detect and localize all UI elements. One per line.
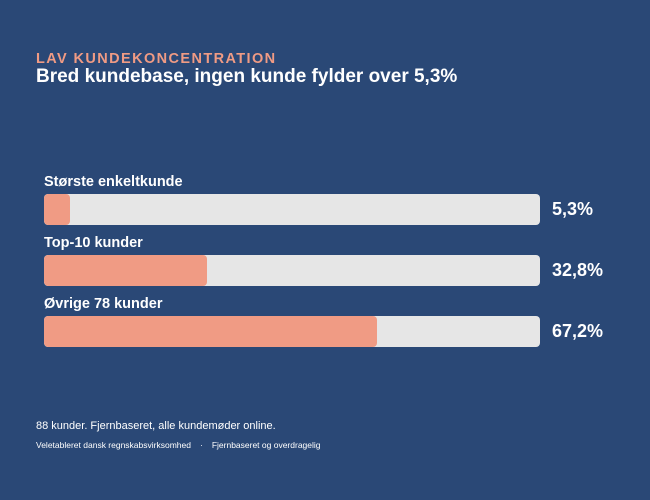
bar-value-label: 32,8% xyxy=(552,260,604,280)
chart-eyebrow: LAV KUNDEKONCENTRATION xyxy=(36,51,277,67)
bar-track xyxy=(44,316,540,347)
chart-title: Bred kundebase, ingen kunde fylder over … xyxy=(36,66,458,87)
bar xyxy=(44,194,70,225)
bar xyxy=(44,316,377,347)
source-left: Veletableret dansk regnskabsvirksomhed xyxy=(36,440,191,450)
bar-label: Største enkeltkunde xyxy=(44,174,183,190)
bar xyxy=(44,255,207,286)
source-separator: · xyxy=(199,440,203,450)
bar-label: Øvrige 78 kunder xyxy=(44,296,163,312)
bar-value-label: 5,3% xyxy=(552,199,594,219)
source-line: Veletableret dansk regnskabsvirksomhed · F… xyxy=(36,440,321,450)
bar-label: Top-10 kunder xyxy=(44,235,143,251)
footnote: 88 kunder. Fjernbaseret, alle kundemøder… xyxy=(36,420,276,432)
bar-value-label: 67,2% xyxy=(552,321,604,341)
bar-track xyxy=(44,255,540,286)
bar-track xyxy=(44,194,540,225)
source-right: Fjernbaseret og overdragelig xyxy=(211,440,321,450)
